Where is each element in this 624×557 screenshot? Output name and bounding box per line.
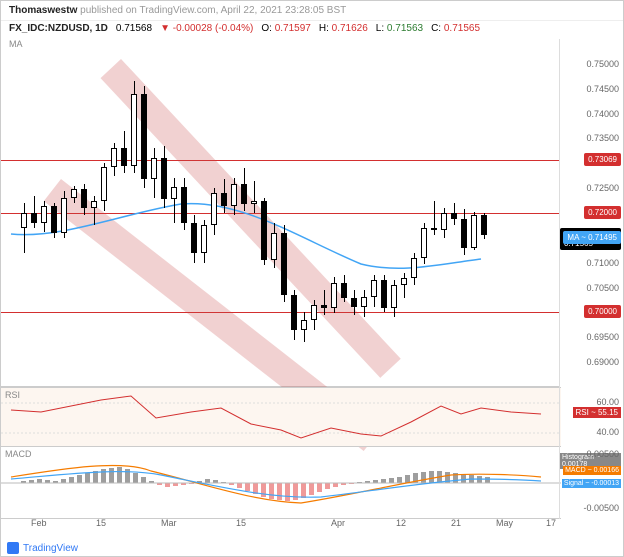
tradingview-logo-icon: [7, 542, 19, 554]
ohlc-h: H: 0.71626: [319, 23, 368, 34]
ohlc-o: O: 0.71597: [261, 23, 311, 34]
chart-header: Thomaswestw published on TradingView.com…: [1, 1, 623, 21]
last-price: 0.71568: [116, 23, 152, 34]
macd-panel[interactable]: MACD: [1, 447, 561, 519]
macd-axis: Histogram ~ 0.00178MACD ~ 0.00166Signal …: [559, 447, 623, 519]
price-axis: 0.750000.745000.740000.735000.730000.725…: [559, 39, 623, 387]
price-chart-panel[interactable]: [1, 39, 561, 387]
ohlc-l: L: 0.71563: [376, 23, 423, 34]
publish-info: published on TradingView.com, April 22, …: [80, 5, 346, 16]
symbol-text: FX_IDC:NZDUSD, 1D: [9, 23, 108, 34]
time-axis: Feb15Mar15Apr1221May17: [1, 518, 561, 538]
symbol-row: FX_IDC:NZDUSD, 1D 0.71568 ▼ -0.00028 (-0…: [1, 21, 623, 36]
chart-container: Thomaswestw published on TradingView.com…: [0, 0, 624, 557]
price-change: ▼ -0.00028 (-0.04%): [160, 23, 253, 34]
author-name: Thomaswestw: [9, 5, 77, 16]
rsi-panel[interactable]: RSI: [1, 387, 561, 447]
ohlc-c: C: 0.71565: [431, 23, 480, 34]
brand-text: TradingView: [23, 543, 78, 554]
rsi-axis: 60.0040.00RSI ~ 55.15: [559, 387, 623, 447]
footer-brand[interactable]: TradingView: [7, 542, 78, 554]
